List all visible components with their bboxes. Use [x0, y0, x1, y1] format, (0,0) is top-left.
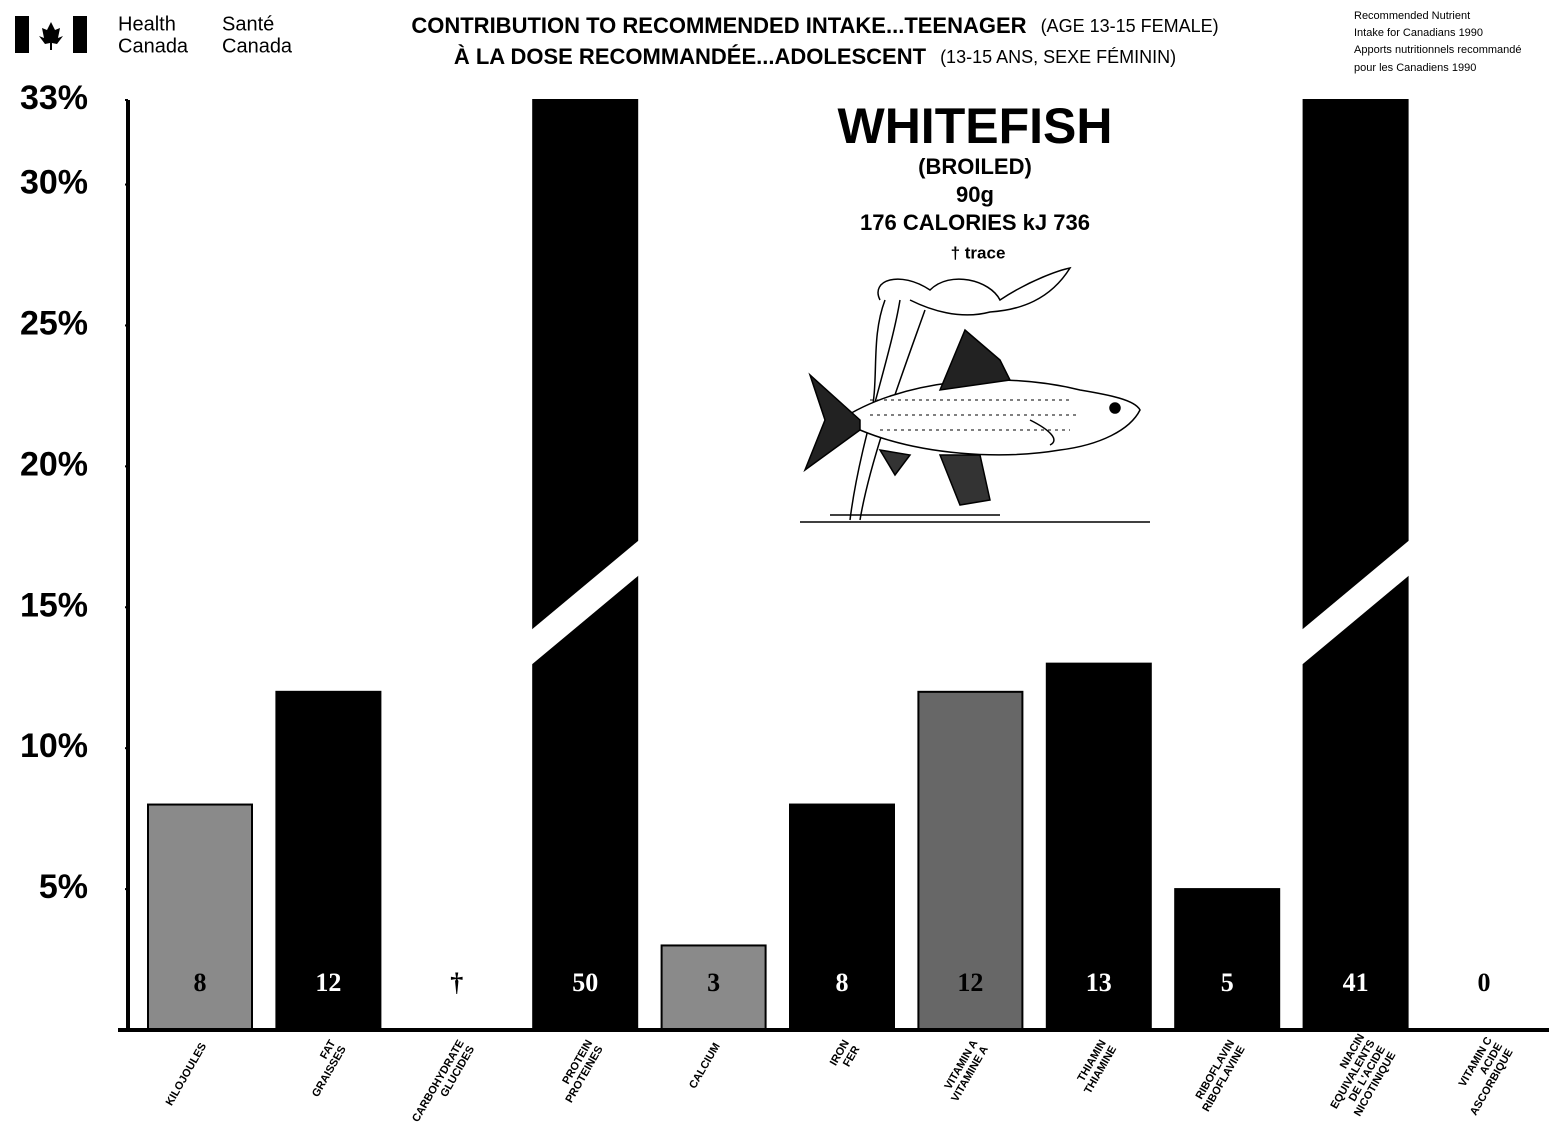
y-tick-label: 15% — [20, 586, 88, 624]
trace-note: † trace — [951, 243, 1006, 262]
dept-en: Health — [118, 13, 176, 35]
chart-title: CONTRIBUTION TO RECOMMENDED INTAKE...TEE… — [411, 13, 1218, 38]
x-tick-label: CARBOHYDRATEGLUCIDES — [410, 1038, 477, 1130]
food-portion: 90g — [956, 182, 994, 207]
x-tick-label: THIAMINTHIAMINE — [1072, 1038, 1119, 1096]
value-label: 12 — [315, 968, 341, 997]
y-tick-label: 33% — [20, 79, 88, 117]
x-tick-label: VITAMIN CACIDEASCORBIQUE — [1447, 1035, 1515, 1118]
value-label: 0 — [1478, 968, 1491, 997]
value-label: 41 — [1343, 968, 1369, 997]
dept-fr: Canada — [222, 35, 293, 57]
source-note: Intake for Canadians 1990 — [1354, 27, 1483, 39]
value-label: 50 — [572, 968, 598, 997]
x-tick-label: KILOJOULES — [164, 1041, 210, 1108]
y-tick-label: 30% — [20, 164, 88, 202]
food-prep: (BROILED) — [918, 154, 1032, 179]
subtitle-note: (13-15 ANS, SEXE FÉMININ) — [940, 47, 1176, 67]
value-label: 3 — [707, 968, 720, 997]
value-label: 13 — [1086, 968, 1112, 997]
source-note: Recommended Nutrient — [1354, 10, 1470, 22]
title-main: CONTRIBUTION TO RECOMMENDED INTAKE...TEE… — [411, 13, 1026, 38]
source-note: pour les Canadiens 1990 — [1354, 62, 1476, 74]
y-tick-label: 5% — [39, 868, 88, 906]
chart-subtitle: À LA DOSE RECOMMANDÉE...ADOLESCENT (13-15… — [454, 44, 1176, 69]
plot: 5% 10% 15% 20% 25% 30% 33% 8 KILOJOULES 12 FATGRAI… — [20, 79, 1549, 1130]
fish-illustration — [800, 268, 1150, 522]
y-tick-label: 10% — [20, 727, 88, 765]
canada-flag — [15, 16, 87, 53]
bar — [1175, 889, 1279, 1030]
food-energy: 176 CALORIES kJ 736 — [860, 210, 1090, 235]
food-name: WHITEFISH — [838, 98, 1113, 154]
x-tick-label: PROTEINPROTEINES — [553, 1038, 606, 1105]
source-note: Apports nutritionnels recommandé — [1354, 44, 1522, 56]
x-tick-label: CALCIUM — [687, 1041, 723, 1091]
dept-en: Canada — [118, 35, 189, 57]
y-tick-label: 20% — [20, 445, 88, 483]
subtitle-main: À LA DOSE RECOMMANDÉE...ADOLESCENT — [454, 44, 927, 69]
value-label: 8 — [836, 968, 849, 997]
value-label: 5 — [1221, 968, 1234, 997]
dept-fr: Santé — [222, 13, 274, 35]
x-tick-label: FATGRAISSES — [299, 1038, 348, 1099]
x-tick-label: IRONFER — [828, 1038, 863, 1074]
x-tick-label: RIBOFLAVINRIBOFLAVINE — [1190, 1038, 1248, 1114]
x-tick-label: VITAMIN AVITAMINE A — [939, 1038, 991, 1104]
y-tick-label: 25% — [20, 304, 88, 342]
value-label: † — [450, 968, 463, 997]
chart: Health Canada Santé Canada CONTRIBUTION … — [0, 0, 1549, 1138]
title-note: (AGE 13-15 FEMALE) — [1041, 16, 1219, 36]
inset: WHITEFISH (BROILED) 90g 176 CALORIES kJ … — [800, 98, 1150, 522]
x-tick-label: NIACINEQUIVALENTSDE L'ACIDENICOTINIQUE — [1318, 1032, 1398, 1123]
value-label: 12 — [957, 968, 983, 997]
value-label: 8 — [194, 968, 207, 997]
